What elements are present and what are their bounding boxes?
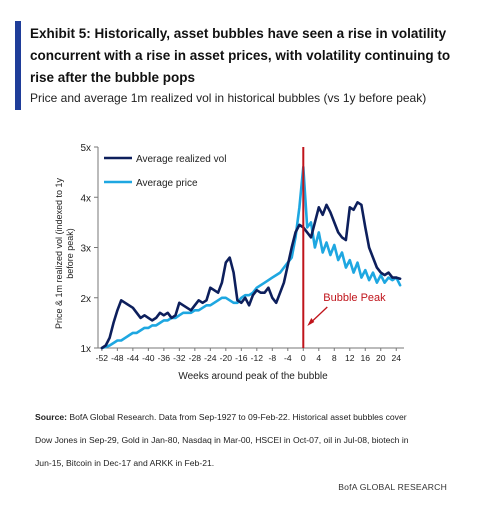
y-axis-title: Price & 1m realized vol (indexed to 1ybe… [54,177,75,329]
chart-series [102,167,400,348]
x-tick-label: -20 [220,353,233,363]
x-tick-label: 4 [316,353,321,363]
x-tick-label: -52 [96,353,109,363]
x-tick-label: -12 [251,353,264,363]
source-line: Dow Jones in Sep-29, Gold in Jan-80, Nas… [35,429,455,452]
x-tick-label: -48 [111,353,124,363]
x-tick-label: -16 [235,353,248,363]
legend-label: Average realized vol [136,154,226,165]
y-tick-label: 4x [80,193,91,204]
y-tick-label: 3x [80,244,91,255]
x-tick-label: -24 [204,353,217,363]
x-tick-label: 16 [360,353,370,363]
x-tick-label: -32 [173,353,186,363]
series-line-price [102,167,400,348]
source-note: Source: BofA Global Research. Data from … [35,406,455,475]
legend-label: Average price [136,178,198,189]
x-tick-label: 8 [332,353,337,363]
x-tick-label: -36 [158,353,171,363]
x-tick-label: 20 [376,353,386,363]
x-tick-label: -8 [268,353,276,363]
bubble-peak-arrowhead [307,318,314,326]
x-tick-label: 24 [391,353,401,363]
x-tick-label: 0 [301,353,306,363]
footer-brand: BofA GLOBAL RESEARCH [338,482,447,492]
x-tick-label: 12 [345,353,355,363]
source-label: Source: [35,412,67,422]
y-tick-label: 1x [80,344,91,355]
x-axis-title: Weeks around peak of the bubble [178,371,328,382]
x-tick-label: -44 [127,353,140,363]
bubble-peak-label: Bubble Peak [323,292,386,304]
x-tick-label: -40 [142,353,155,363]
y-tick-label: 5x [80,143,91,154]
source-line: Source: BofA Global Research. Data from … [35,406,455,429]
y-tick-label: 2x [80,294,91,305]
source-text: BofA Global Research. Data from Sep-1927… [67,412,407,422]
y-axis-title-line: before peak) [65,228,75,279]
y-axis-title-line: Price & 1m realized vol (indexed to 1y [54,177,64,329]
chart-legend: Average realized vol Average price [104,154,226,189]
series-line-realized-vol [102,202,400,348]
x-tick-label: -28 [189,353,202,363]
source-line: Jun-15, Bitcoin in Dec-17 and ARKK in Fe… [35,452,455,475]
x-tick-label: -4 [284,353,292,363]
